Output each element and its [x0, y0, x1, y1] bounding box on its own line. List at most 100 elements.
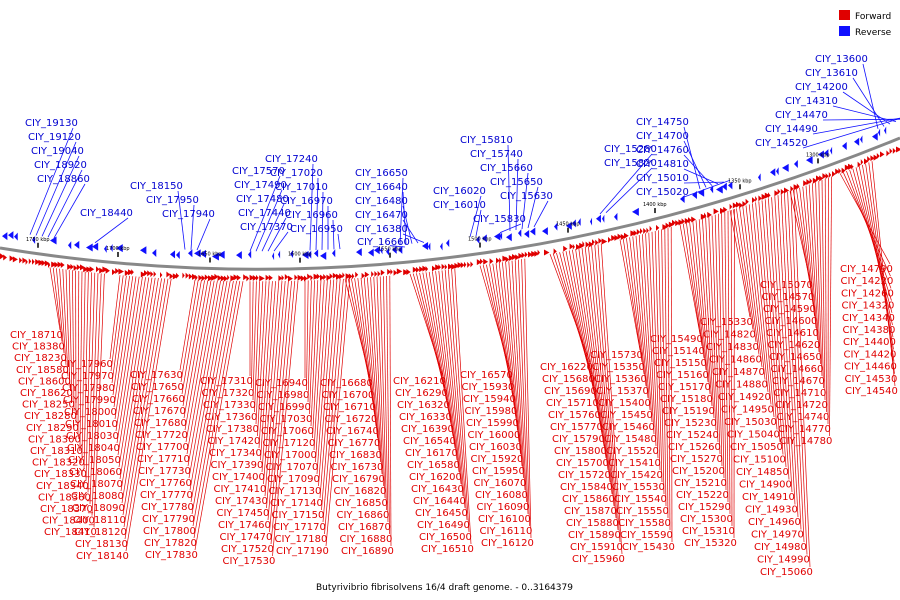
forward-gene-label: CIY_16510	[421, 544, 474, 555]
forward-gene-label: CIY_17460	[218, 520, 271, 531]
forward-leader-line	[367, 277, 381, 463]
forward-leader-line	[124, 278, 169, 540]
forward-feature-mark	[438, 264, 441, 271]
forward-feature-mark	[422, 265, 428, 272]
reverse-feature-mark	[290, 249, 294, 258]
forward-feature-mark	[828, 172, 832, 179]
forward-feature-mark	[681, 218, 686, 225]
forward-gene-label: CIY_15030	[724, 417, 777, 428]
forward-leader-line	[521, 259, 530, 527]
reverse-leader-line	[337, 233, 341, 250]
forward-feature-mark	[777, 188, 781, 195]
forward-feature-mark	[598, 237, 602, 244]
forward-leader-line	[251, 281, 254, 389]
forward-feature-mark	[688, 217, 692, 224]
forward-gene-label: CIY_17430	[215, 496, 268, 507]
forward-leader-line	[194, 281, 244, 551]
reverse-leader-line	[309, 163, 314, 251]
forward-feature-mark	[51, 261, 57, 268]
forward-leader-line	[808, 184, 820, 353]
forward-gene-label: CIY_17820	[144, 538, 197, 549]
forward-gene-label: CIY_14710	[774, 388, 827, 399]
reverse-leader-line	[41, 155, 80, 237]
forward-feature-mark	[348, 273, 353, 280]
forward-gene-label: CIY_15960	[572, 554, 625, 565]
forward-gene-label: CIY_16570	[460, 370, 513, 381]
forward-gene-label: CIY_15800	[554, 446, 607, 457]
reverse-feature-mark	[614, 212, 618, 221]
forward-gene-label: CIY_16090	[477, 502, 530, 513]
forward-leader-line	[748, 204, 769, 393]
forward-feature-mark	[416, 266, 420, 273]
reverse-gene-label: CIY_16960	[285, 210, 338, 221]
forward-leader-line	[357, 278, 377, 427]
forward-gene-label: CIY_15190	[662, 406, 715, 417]
forward-gene-label: CIY_17090	[267, 474, 320, 485]
forward-feature-mark	[508, 255, 515, 262]
forward-gene-label: CIY_15590	[620, 530, 673, 541]
forward-gene-label: CIY_15940	[463, 394, 516, 405]
forward-gene-label: CIY_18320	[32, 458, 85, 469]
reverse-feature-mark	[782, 163, 789, 172]
backbone-tick-label: 1450 kbp	[556, 222, 580, 228]
forward-feature-mark	[873, 154, 879, 161]
forward-feature-mark	[502, 255, 509, 262]
forward-gene-label: CIY_15040	[727, 430, 780, 441]
forward-leader-line	[594, 245, 619, 531]
forward-gene-label: CIY_15400	[598, 398, 651, 409]
forward-leader-line	[435, 271, 460, 473]
forward-leader-line	[578, 248, 609, 471]
forward-leader-line	[498, 262, 520, 443]
forward-gene-label: CIY_14850	[736, 467, 789, 478]
reverse-leader-line	[521, 172, 529, 230]
forward-gene-label: CIY_14590	[763, 304, 816, 315]
forward-gene-label: CIY_15700	[556, 458, 609, 469]
reverse-gene-label: CIY_17020	[270, 168, 323, 179]
reverse-feature-mark	[188, 249, 193, 258]
forward-gene-label: CIY_15840	[560, 482, 613, 493]
forward-gene-label: CIY_18060	[69, 467, 122, 478]
forward-feature-mark	[89, 266, 95, 273]
forward-leader-line	[318, 279, 335, 487]
forward-gene-label: CIY_14790	[840, 264, 893, 275]
forward-leader-line	[764, 199, 784, 455]
forward-gene-label: CIY_17360	[205, 412, 258, 423]
forward-feature-mark	[220, 275, 226, 282]
reverse-feature-mark	[806, 156, 813, 165]
reverse-feature-mark	[74, 240, 80, 249]
forward-feature-mark	[60, 262, 65, 269]
forward-leader-line	[307, 280, 312, 403]
forward-leader-line	[780, 194, 799, 518]
forward-feature-mark	[227, 274, 230, 281]
forward-gene-label: CIY_18080	[71, 491, 124, 502]
forward-leader-line	[692, 221, 709, 383]
forward-gene-label: CIY_15890	[568, 530, 621, 541]
forward-gene-label: CIY_17700	[136, 442, 189, 453]
forward-gene-label: CIY_14830	[706, 342, 759, 353]
forward-leader-line	[871, 161, 896, 387]
forward-feature-mark	[656, 224, 660, 231]
forward-gene-label: CIY_15270	[670, 454, 723, 465]
forward-gene-label: CIY_18000	[64, 407, 117, 418]
forward-gene-label: CIY_16220	[540, 362, 593, 373]
forward-leader-line	[93, 273, 105, 528]
reverse-leader-line	[507, 144, 511, 232]
forward-gene-label: CIY_15980	[465, 406, 518, 417]
forward-gene-label: CIY_16120	[481, 538, 534, 549]
forward-feature-mark	[147, 270, 152, 277]
forward-gene-label: CIY_16450	[415, 508, 468, 519]
reverse-gene-label: CIY_14520	[755, 138, 808, 149]
reverse-gene-label: CIY_14750	[636, 117, 689, 128]
forward-leaders	[49, 161, 896, 568]
forward-leader-line	[354, 278, 375, 415]
forward-leader-line	[432, 271, 458, 461]
forward-gene-label: CIY_18250	[22, 400, 75, 411]
forward-leader-line	[114, 276, 137, 420]
reverse-feature-mark	[8, 231, 14, 240]
forward-leader-line	[182, 280, 205, 407]
forward-feature-mark	[630, 230, 637, 237]
reverse-gene-label: CIY_15630	[500, 191, 553, 202]
forward-leader-line	[721, 212, 727, 491]
reverse-gene-label: CIY_15020	[636, 187, 689, 198]
forward-leader-line	[49, 267, 61, 331]
